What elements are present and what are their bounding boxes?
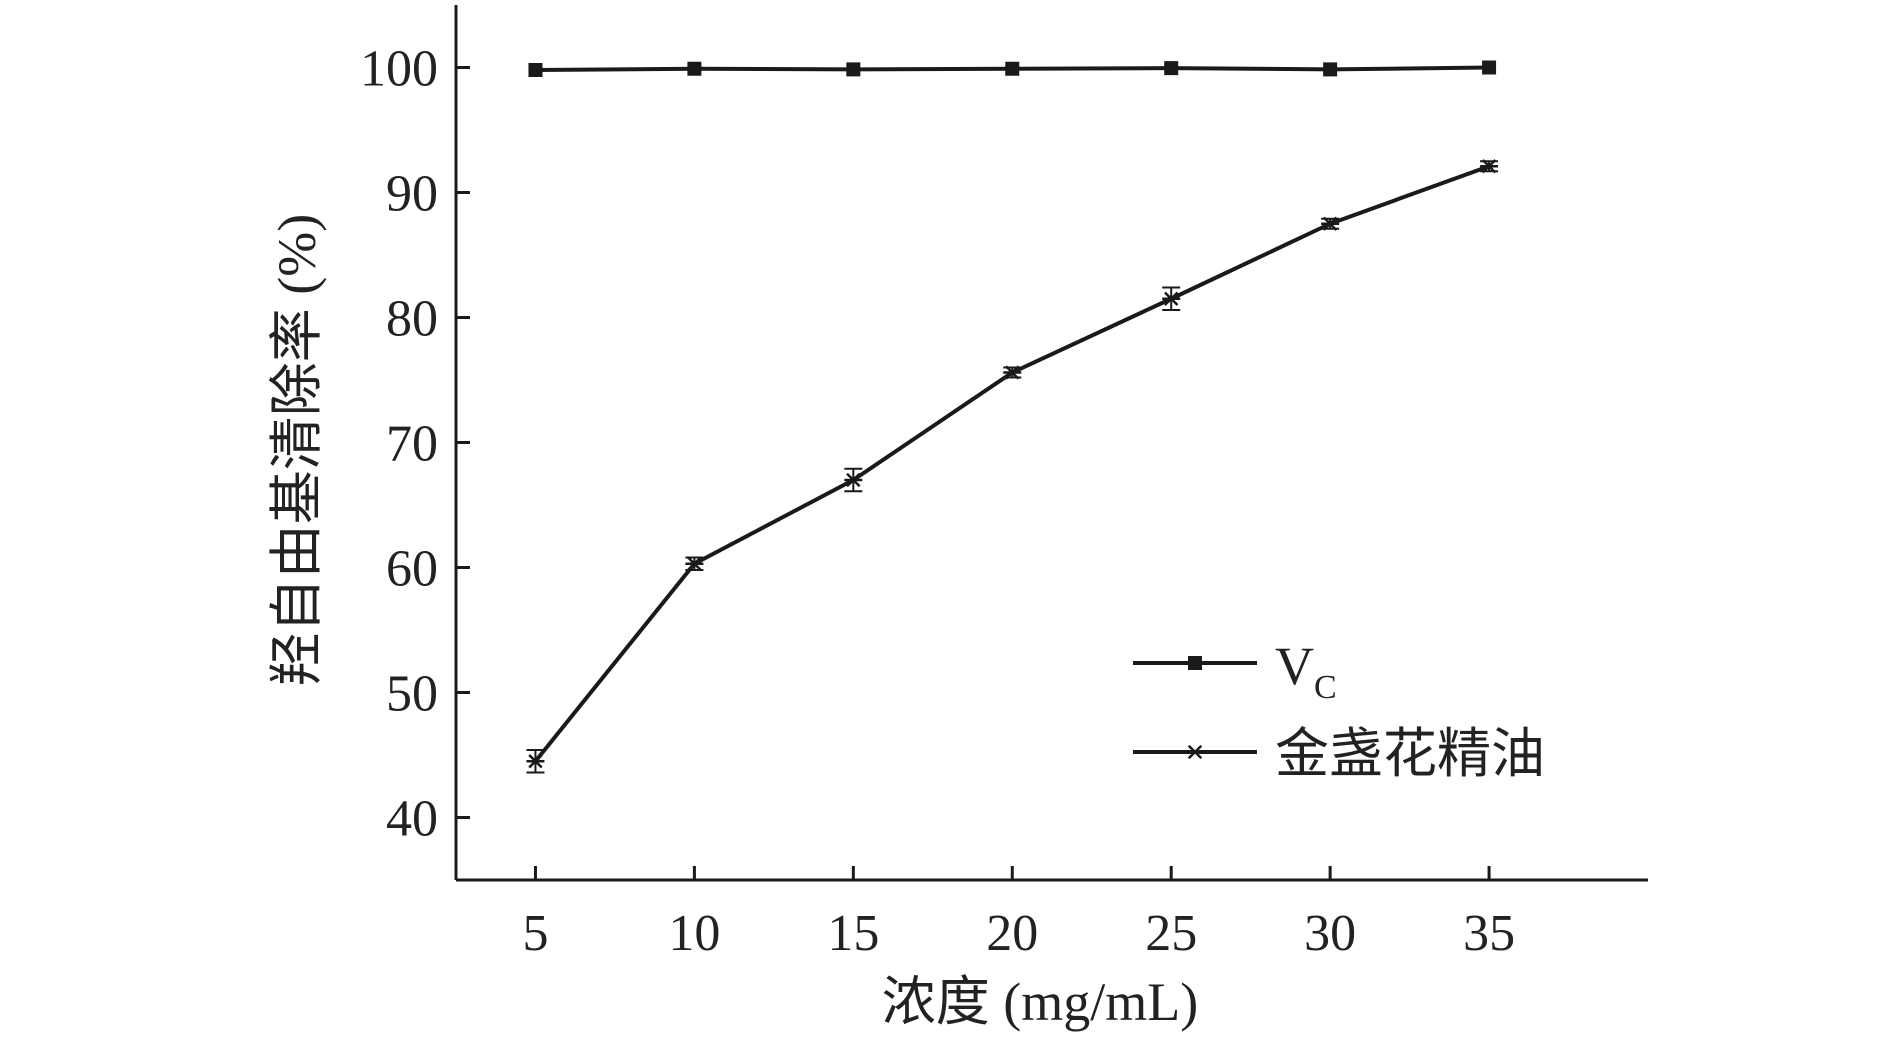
data-point (1162, 291, 1181, 306)
x-tick-label: 15 (827, 905, 879, 962)
asterisk-stroke (1481, 159, 1497, 174)
data-point (687, 61, 702, 76)
data-point (526, 754, 545, 769)
legend-asterisk-glyph (1186, 744, 1204, 760)
legend-item-calendula-oil: 金盏花精油 (1133, 724, 1545, 784)
data-point (846, 62, 861, 77)
legend-marker-calendula-oil (1186, 744, 1204, 760)
y-tick-label: 80 (386, 291, 438, 348)
series-line (533, 164, 1490, 763)
x-tick-label: 10 (668, 905, 720, 962)
x-axis-title: 浓度 (mg/mL) (882, 972, 1198, 1032)
x-ticks: 5 10 15 20 25 30 35 (522, 866, 1515, 962)
data-point (528, 63, 543, 77)
asterisk-stroke (1005, 365, 1020, 380)
legend-marker-vc (1188, 656, 1202, 670)
data-point (844, 472, 863, 488)
legend-label-vc: VC (1275, 636, 1337, 706)
y-tick-label: 100 (360, 41, 438, 98)
series-layer (526, 60, 1499, 774)
x-tick-label: 25 (1145, 905, 1197, 962)
asterisk-stroke (687, 556, 702, 571)
asterisk-stroke (1164, 291, 1179, 306)
asterisk-stroke (1322, 216, 1338, 231)
data-point (1005, 61, 1020, 76)
x-tick-label: 30 (1304, 905, 1356, 962)
x-tick-label: 35 (1463, 905, 1515, 962)
y-tick-label: 60 (386, 541, 438, 598)
data-point (1003, 365, 1022, 380)
x-tick-label: 5 (522, 905, 548, 962)
y-tick-label: 40 (386, 791, 438, 848)
series-1 (526, 159, 1499, 774)
legend-item-vc: VC (1133, 636, 1337, 706)
asterisk-stroke (528, 754, 543, 769)
legend-label-vc-subscript: C (1314, 669, 1337, 706)
legend-label-calendula-oil: 金盏花精油 (1275, 724, 1545, 784)
series-0 (528, 60, 1497, 77)
data-point (1482, 60, 1497, 75)
y-tick-label: 90 (386, 166, 438, 223)
asterisk-stroke (846, 472, 861, 488)
y-tick-label: 50 (386, 666, 438, 723)
data-point (1321, 216, 1340, 231)
data-point (1480, 159, 1499, 174)
y-tick-label: 70 (386, 416, 438, 473)
data-point (1323, 62, 1338, 77)
y-ticks: 40 50 60 70 80 90 100 (360, 41, 470, 848)
y-axis-title: 羟自由基清除率 (%) (267, 214, 327, 686)
data-point (1164, 61, 1179, 76)
x-tick-label: 20 (986, 905, 1038, 962)
data-point (685, 556, 704, 571)
legend: VC 金盏花精油 (1133, 636, 1545, 784)
asterisk-stroke (1187, 744, 1203, 760)
